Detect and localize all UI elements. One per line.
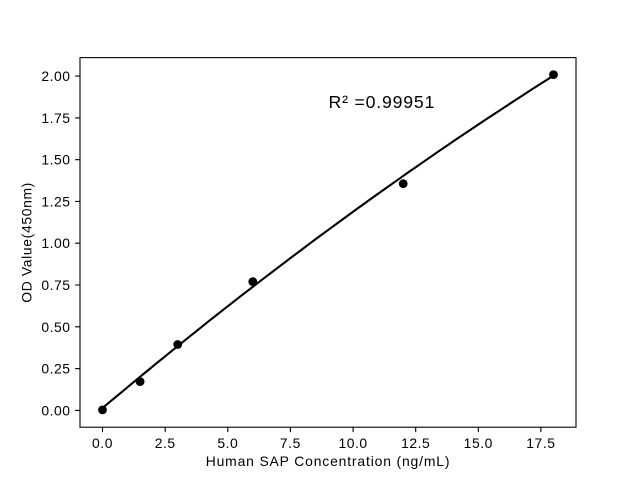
svg-text:2.5: 2.5 (155, 435, 176, 451)
svg-text:12.5: 12.5 (401, 435, 430, 451)
svg-text:Human SAP Concentration (ng/mL: Human SAP Concentration (ng/mL) (206, 453, 451, 469)
svg-text:0.0: 0.0 (92, 435, 113, 451)
svg-text:0.00: 0.00 (41, 402, 70, 418)
svg-text:R² =0.99951: R² =0.99951 (329, 92, 436, 112)
svg-text:1.25: 1.25 (41, 193, 70, 209)
svg-text:5.0: 5.0 (217, 435, 238, 451)
svg-text:1.00: 1.00 (41, 235, 70, 251)
svg-text:7.5: 7.5 (280, 435, 301, 451)
svg-text:1.50: 1.50 (41, 152, 70, 168)
svg-text:10.0: 10.0 (338, 435, 367, 451)
svg-text:OD Value(450nm): OD Value(450nm) (19, 182, 35, 303)
svg-text:2.00: 2.00 (41, 68, 70, 84)
svg-text:15.0: 15.0 (464, 435, 493, 451)
svg-text:0.50: 0.50 (41, 319, 70, 335)
svg-text:1.75: 1.75 (41, 110, 70, 126)
svg-text:0.25: 0.25 (41, 361, 70, 377)
svg-text:0.75: 0.75 (41, 277, 70, 293)
svg-text:17.5: 17.5 (526, 435, 555, 451)
